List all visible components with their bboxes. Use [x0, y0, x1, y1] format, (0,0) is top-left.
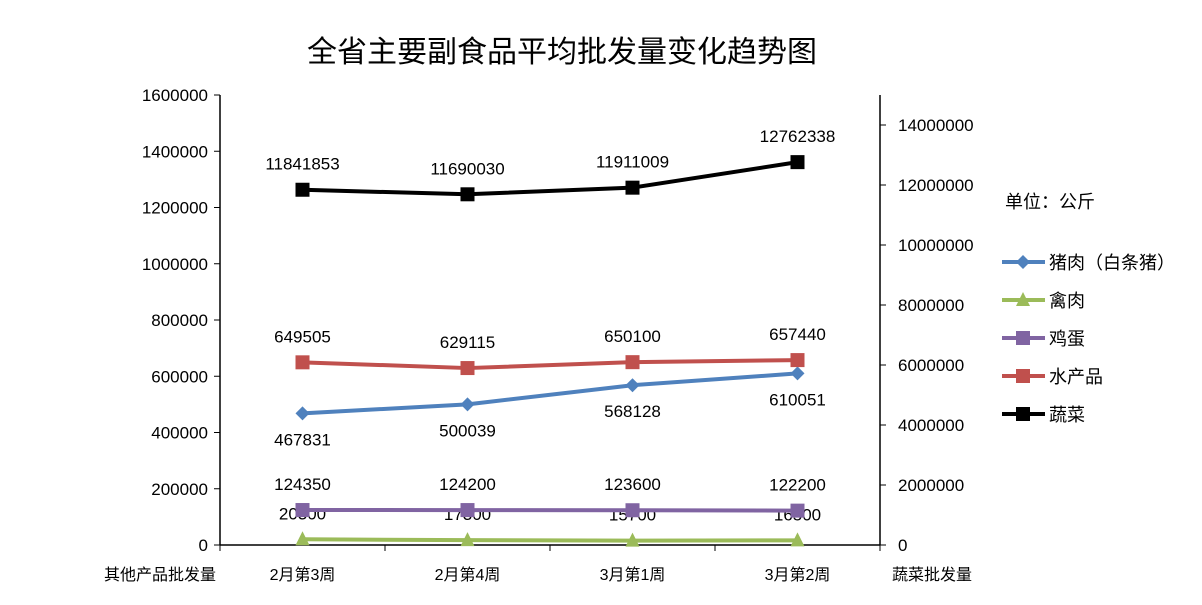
data-label: 123600	[604, 475, 661, 494]
data-point	[460, 397, 475, 412]
y-tick-label: 1200000	[142, 199, 208, 218]
data-label: 500039	[439, 421, 496, 440]
data-point	[460, 532, 475, 547]
y2-tick-label: 4000000	[898, 416, 964, 435]
data-label: 124200	[439, 475, 496, 494]
y-tick-label: 1000000	[142, 255, 208, 274]
data-point	[460, 503, 475, 518]
data-point	[625, 378, 640, 393]
data-label: 11911009	[596, 153, 669, 172]
legend-marker	[1016, 369, 1030, 383]
series-line	[302, 508, 798, 513]
y2-tick-label: 12000000	[898, 176, 974, 195]
y-axis-label: 其他产品批发量	[104, 566, 216, 584]
data-label: 650100	[604, 327, 661, 346]
y2-tick-label: 8000000	[898, 296, 964, 315]
data-point	[295, 406, 310, 421]
data-label: 11841853	[265, 155, 339, 174]
data-label: 649505	[274, 327, 331, 346]
data-point	[790, 366, 805, 381]
series-line	[302, 358, 798, 371]
x-tick-label: 3月第2周	[765, 566, 831, 584]
chart-title: 全省主要副食品平均批发量变化趋势图	[307, 36, 817, 69]
y2-axis-label: 蔬菜批发量	[892, 566, 972, 584]
y-tick-label: 0	[199, 536, 208, 555]
series-line	[302, 371, 798, 416]
data-point	[295, 182, 310, 197]
data-point	[295, 531, 310, 546]
data-label: 124350	[274, 475, 331, 494]
legend-label: 蔬菜	[1049, 405, 1085, 425]
legend-marker	[1016, 292, 1030, 306]
series-3: 649505 629115 650100 657440	[274, 325, 826, 376]
y-tick-label: 1600000	[142, 86, 208, 105]
data-point	[625, 355, 640, 370]
y-tick-label: 600000	[151, 367, 208, 386]
y-tick-label: 200000	[151, 480, 208, 499]
data-label: 657440	[769, 325, 826, 344]
series-4: 11841853 11690030 11911009 12762338	[265, 127, 836, 202]
x-tick-label: 2月第3周	[270, 566, 336, 584]
data-point	[625, 532, 640, 547]
data-label: 467831	[274, 430, 331, 449]
legend-label: 水产品	[1049, 367, 1103, 387]
series-2: 124350 124200 123600 122200	[274, 475, 826, 518]
data-point	[295, 503, 310, 518]
y-tick-label: 400000	[151, 424, 208, 443]
y2-tick-label: 2000000	[898, 476, 964, 495]
y2-tick-label: 14000000	[898, 116, 974, 135]
y2-tick-label: 10000000	[898, 236, 974, 255]
data-point	[790, 353, 805, 368]
y-tick-label: 800000	[151, 311, 208, 330]
x-tick-label: 3月第1周	[600, 566, 666, 584]
data-point	[625, 503, 640, 518]
unit-note: 单位：公斤	[1005, 192, 1095, 212]
data-point	[295, 355, 310, 370]
data-label: 12762338	[760, 127, 836, 146]
data-label: 11690030	[430, 159, 504, 178]
series-0: 467831 500039 568128 610051	[274, 366, 826, 449]
data-label: 629115	[440, 333, 495, 352]
data-point	[790, 503, 805, 518]
legend-marker	[1016, 407, 1030, 421]
data-label: 568128	[604, 402, 661, 421]
y2-tick-label: 0	[898, 536, 907, 555]
data-point	[460, 187, 475, 202]
y-tick-label: 1400000	[142, 142, 208, 161]
legend-label: 鸡蛋	[1049, 329, 1085, 349]
legend-marker	[1016, 331, 1030, 345]
x-tick-label: 2月第4周	[435, 566, 501, 584]
data-point	[790, 532, 805, 547]
data-point	[460, 361, 475, 376]
data-label: 610051	[769, 390, 826, 409]
y2-tick-label: 6000000	[898, 356, 964, 375]
data-point	[625, 180, 640, 195]
data-label: 122200	[769, 476, 826, 495]
legend-label: 猪肉（白条猪）	[1049, 253, 1175, 273]
legend-marker	[1016, 255, 1030, 269]
legend-label: 禽肉	[1049, 291, 1085, 311]
series-line	[302, 160, 798, 197]
data-point	[790, 155, 805, 170]
series-line	[302, 537, 798, 543]
